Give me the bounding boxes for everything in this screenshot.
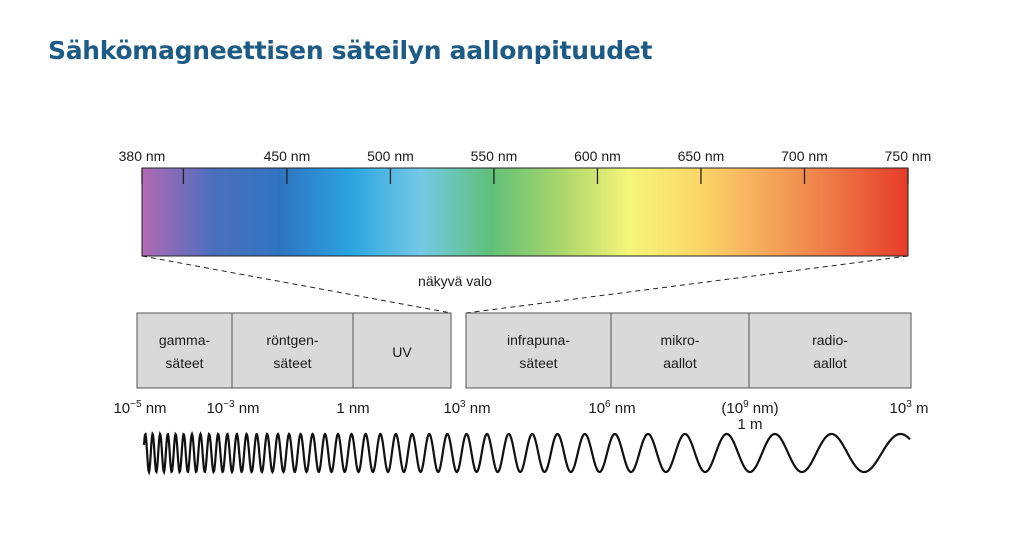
- scale-label: (109 nm): [721, 399, 778, 417]
- wave-illustration: [142, 430, 911, 476]
- wavelength-scale: 10−5 nm 10−3 nm 1 nm 103 nm 106 nm (109 nm) 10…: [113, 399, 928, 417]
- scale-label: 10−3 nm: [206, 399, 259, 417]
- band-label-line2: aallot: [813, 355, 847, 371]
- band-label-line2: säteet: [519, 355, 557, 371]
- band-label-line1: infrapuna-: [507, 332, 570, 348]
- wavelength-tick-labels: 380 nm 450 nm 500 nm 550 nm 600 nm 650 nm 700 …: [119, 148, 932, 164]
- band-label-line2: säteet: [165, 355, 203, 371]
- zoom-line-right: [465, 255, 909, 314]
- spectrum-tick-label: 650 nm: [678, 148, 725, 164]
- band-label-line1: röntgen-: [266, 332, 318, 348]
- spectrum-tick-label: 450 nm: [264, 148, 311, 164]
- spectrum-tick-label: 750 nm: [885, 148, 932, 164]
- spectrum-ticks: [141, 168, 909, 184]
- spectrum-tick-label: 500 nm: [367, 148, 414, 164]
- scale-label: 10−5 nm: [113, 399, 166, 417]
- scale-label: 1 nm: [336, 400, 369, 417]
- spectrum-tick-label: 600 nm: [574, 148, 621, 164]
- band-box: [748, 312, 912, 389]
- spectrum-tick-label: 700 nm: [781, 148, 828, 164]
- spectrum-tick-label: 380 nm: [119, 148, 166, 164]
- band-label-line1: radio-: [812, 332, 848, 348]
- band-label-line2: aallot: [663, 355, 697, 371]
- scale-label: 103 nm: [443, 399, 490, 417]
- band-box: [610, 312, 750, 389]
- band-label-line1: gamma-: [159, 332, 211, 348]
- scale-label-1m: 1 m: [737, 416, 762, 433]
- zoom-line-left: [141, 255, 452, 314]
- band-label-line1: UV: [392, 344, 412, 360]
- page-title: Sähkömagneettisen säteilyn aallonpituude…: [48, 36, 653, 65]
- band-label-line1: mikro-: [661, 332, 700, 348]
- visible-light-caption: näkyvä valo: [418, 273, 492, 289]
- scale-label: 106 nm: [588, 399, 635, 417]
- visible-spectrum-bar: [141, 167, 909, 257]
- band-box: [136, 312, 233, 389]
- band-box: [465, 312, 612, 389]
- band-label-line2: säteet: [273, 355, 311, 371]
- scale-label: 103 m: [890, 399, 929, 417]
- band-boxes: gamma-säteet röntgen-säteet UV infrapuna-sä…: [136, 312, 912, 389]
- spectrum-tick-label: 550 nm: [471, 148, 518, 164]
- band-box: [352, 312, 452, 389]
- band-box: [231, 312, 354, 389]
